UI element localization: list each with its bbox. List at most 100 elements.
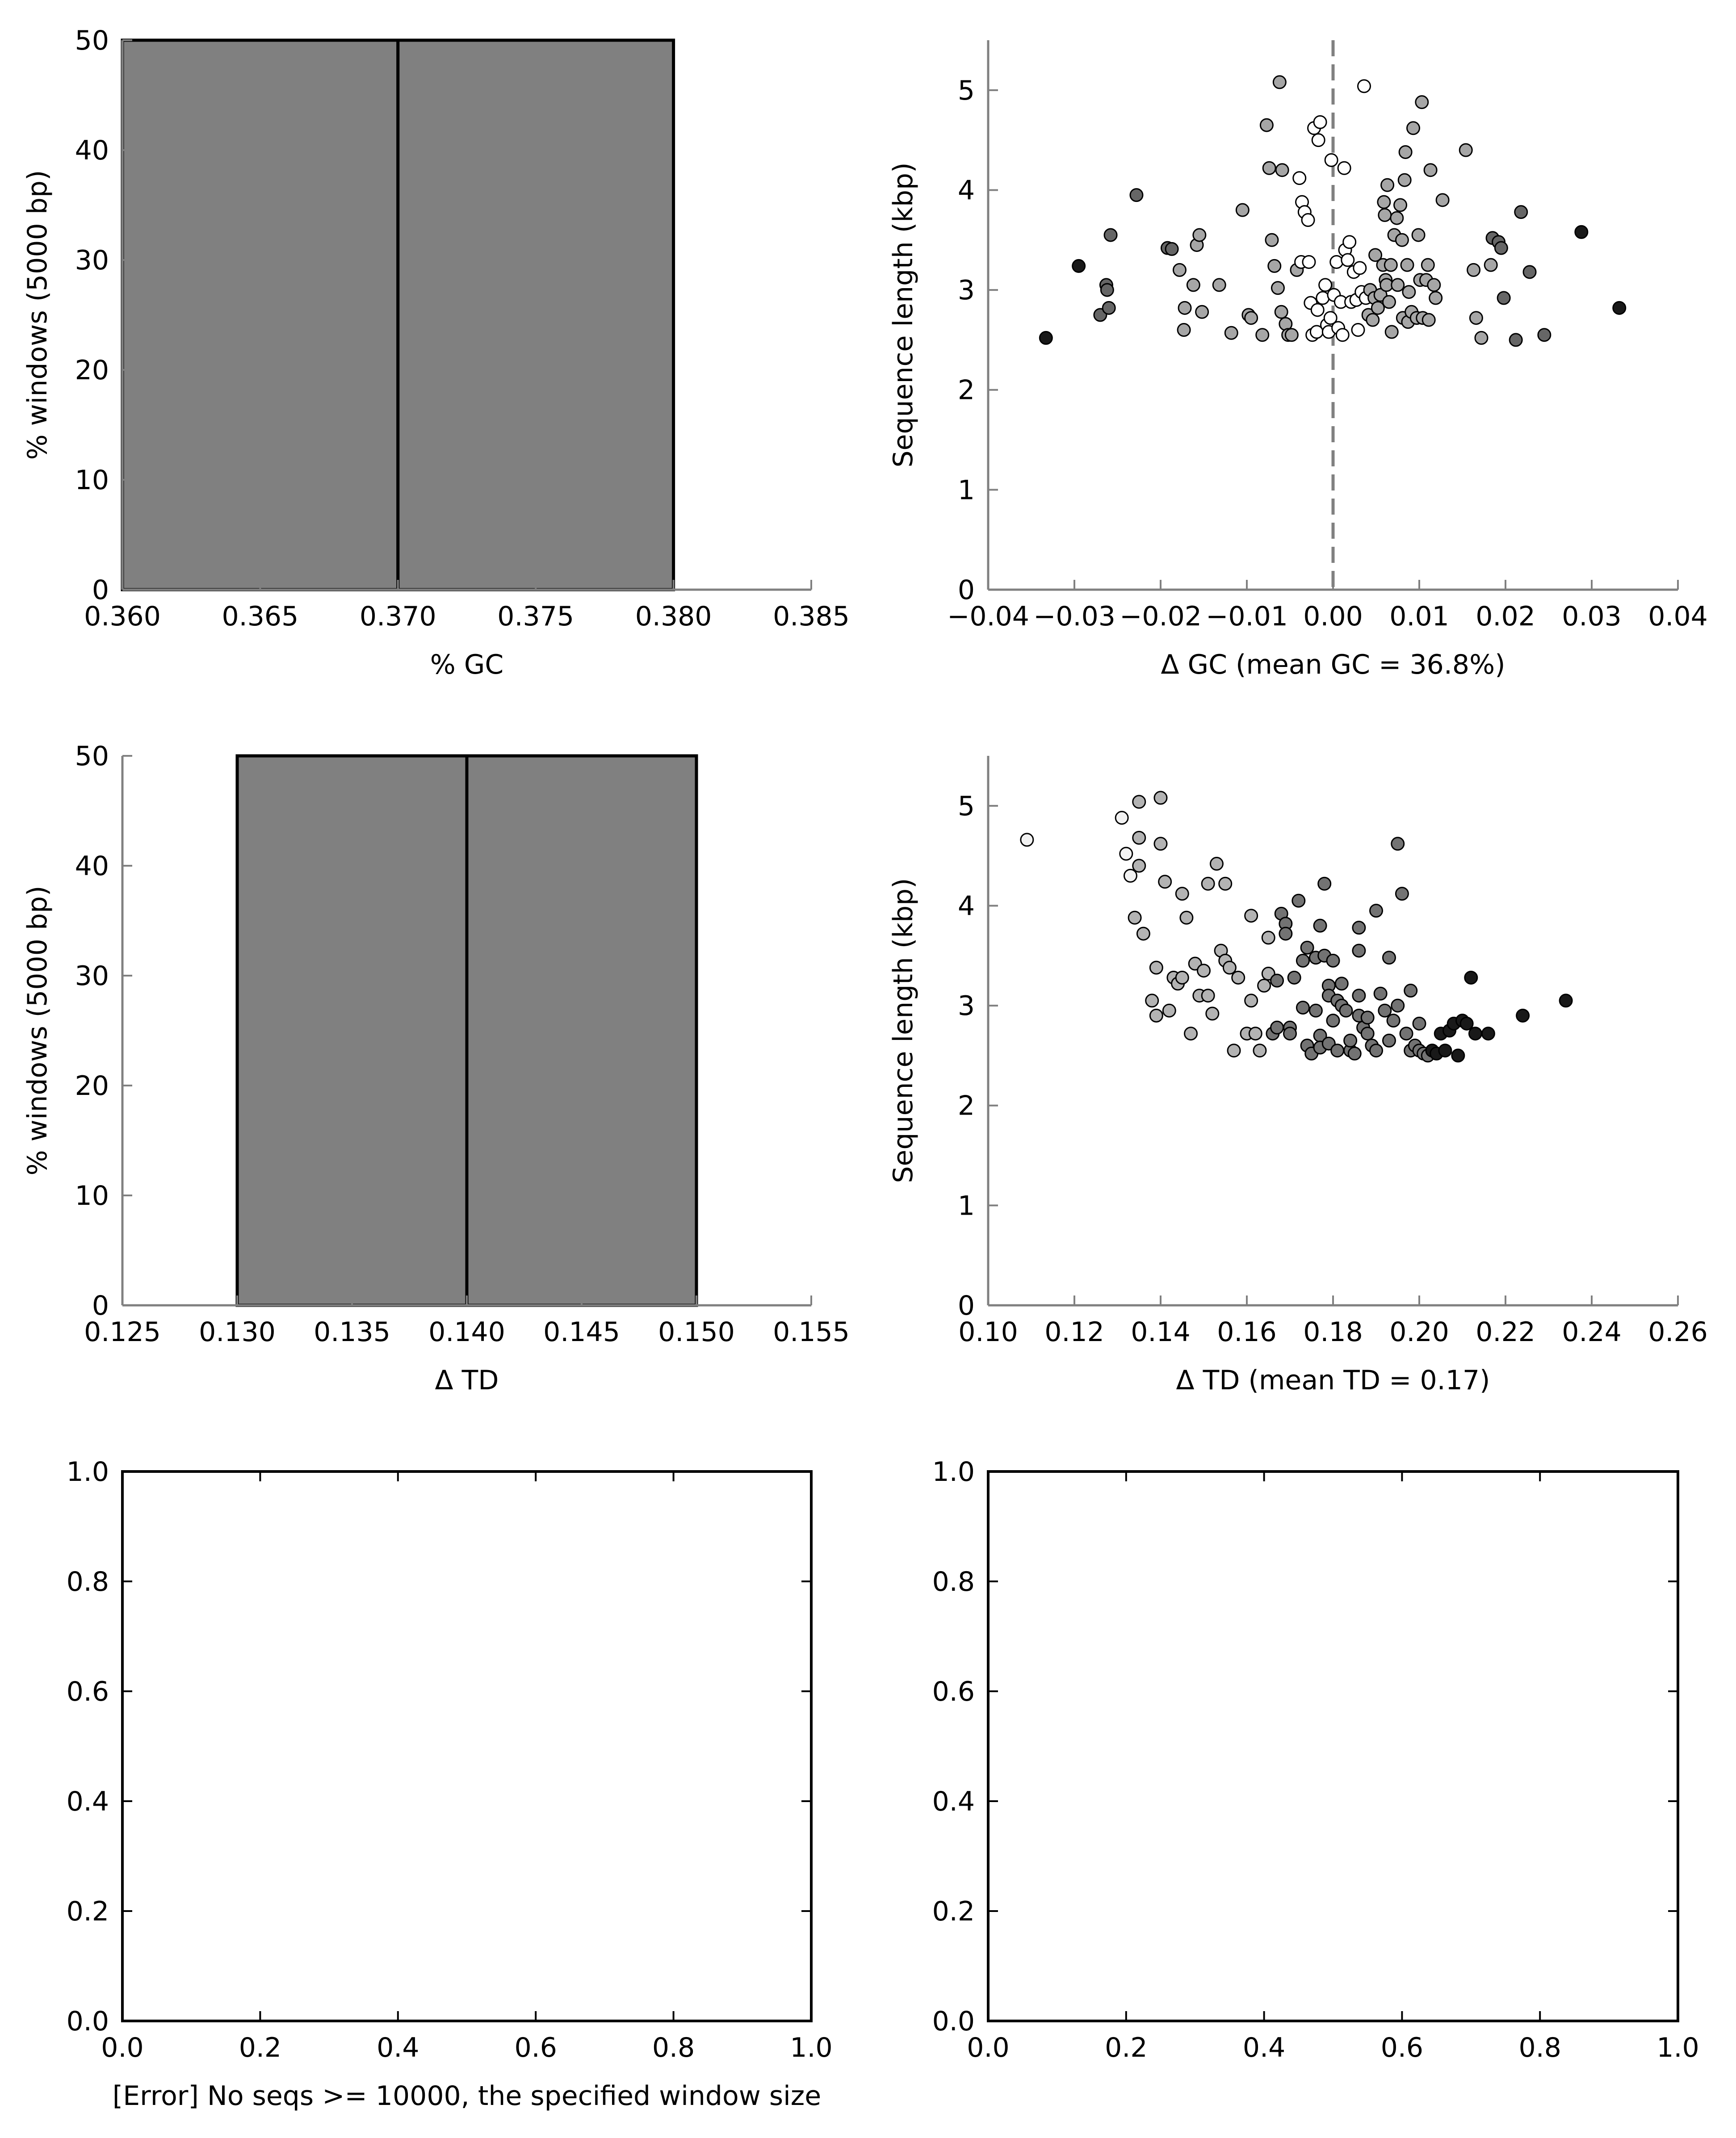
scatter-point	[1339, 1003, 1353, 1018]
x-tick-label: 0.6	[1381, 2032, 1423, 2063]
scatter-point	[1201, 876, 1215, 891]
scatter-point	[1464, 970, 1478, 985]
x-tick-label: 0.10	[958, 1316, 1018, 1348]
y-tick-label: 0.6	[67, 1676, 109, 1707]
chart-gc_scatter: −0.04 −0.03 −0.02 −0.01 0.00 0.01 0.02 0.03 0.04…	[888, 40, 1708, 680]
y-tick-label: 4	[958, 175, 975, 206]
scatter-point	[1323, 311, 1338, 325]
y-tick-label: 0.0	[932, 2006, 975, 2037]
x-tick-label: 0.130	[199, 1316, 276, 1348]
scatter-point	[1115, 811, 1129, 825]
scatter-point	[1398, 145, 1413, 159]
x-axis-label: % GC	[430, 649, 503, 680]
scatter-point	[1411, 228, 1426, 242]
y-tick-label: 0.6	[932, 1676, 975, 1707]
scatter-point	[1145, 994, 1159, 1008]
scatter-point	[1235, 203, 1250, 217]
x-tick-label: 0.135	[314, 1316, 390, 1348]
y-tick-label: 0	[958, 574, 975, 606]
y-tick-label: 0	[92, 1290, 109, 1321]
x-tick-label: 0.2	[239, 2032, 281, 2063]
chart-empty_right: 0.0 0.2 0.4 0.6 0.8 1.0 0.0 0.2 0.4 0.6 0.8 1.0	[932, 1456, 1699, 2063]
scatter-point	[1020, 833, 1034, 847]
x-tick-label: −0.04	[947, 601, 1029, 632]
scatter-point	[1318, 278, 1333, 292]
scatter-point	[1395, 233, 1409, 247]
x-tick-label: 0.370	[360, 601, 436, 632]
scatter-point	[1329, 255, 1344, 269]
scatter-point	[1287, 970, 1301, 985]
scatter-point	[1369, 904, 1383, 918]
scatter-point	[1352, 921, 1366, 935]
scatter-point	[1296, 1001, 1310, 1015]
scatter-point	[1380, 178, 1395, 192]
x-tick-label: 0.125	[84, 1316, 161, 1348]
y-tick-label: 10	[75, 1180, 109, 1212]
x-tick-label: 0.00	[1303, 601, 1363, 632]
y-tick-label: 10	[75, 465, 109, 496]
scatter-point	[1474, 331, 1489, 345]
chart-td_scatter: 0.10 0.12 0.14 0.16 0.18 0.20 0.22 0.24 0.26 0 1 2 3…	[888, 756, 1708, 1396]
x-axis-label: Δ TD (mean TD = 0.17)	[1176, 1365, 1490, 1396]
scatter-point	[1272, 75, 1287, 89]
y-tick-label: 1.0	[932, 1456, 975, 1488]
y-tick-label: 0.8	[932, 1566, 975, 1597]
scatter-point	[1406, 121, 1420, 135]
scatter-point	[1158, 875, 1172, 889]
scatter-point	[1384, 258, 1398, 272]
y-tick-label: 0.0	[67, 2006, 109, 2037]
scatter-point	[1351, 323, 1365, 337]
scatter-point	[1179, 910, 1194, 925]
scatter-point	[1271, 281, 1285, 295]
y-tick-label: 40	[75, 851, 109, 882]
scatter-point	[1353, 261, 1367, 275]
scatter-point	[1227, 1044, 1241, 1058]
scatter-point	[1391, 837, 1405, 851]
scatter-point	[1400, 258, 1414, 272]
scatter-point	[1326, 953, 1340, 968]
scatter-point	[1300, 940, 1314, 955]
x-tick-label: 0.0	[967, 2032, 1009, 2063]
scatter-point	[1382, 951, 1396, 965]
y-tick-label: 5	[958, 791, 975, 822]
scatter-point	[1292, 171, 1307, 185]
scatter-point	[1391, 278, 1405, 292]
scatter-point	[1162, 1003, 1176, 1018]
scatter-point	[1330, 1044, 1345, 1058]
scatter-point	[1390, 211, 1404, 225]
y-tick-label: 1	[958, 474, 975, 506]
scatter-point	[1360, 1010, 1375, 1025]
histogram-bar-1	[465, 754, 698, 1307]
scatter-point	[1165, 242, 1179, 256]
x-tick-label: 0.380	[635, 601, 712, 632]
x-tick-label: 0.360	[84, 601, 161, 632]
scatter-point	[1308, 1003, 1323, 1018]
scatter-point	[1360, 1027, 1375, 1041]
scatter-point	[1422, 313, 1436, 327]
scatter-point	[1347, 1046, 1362, 1061]
scatter-point	[1468, 1027, 1482, 1041]
scatter-point	[1177, 323, 1191, 337]
scatter-point	[1149, 1008, 1163, 1023]
x-tick-label: 0.18	[1303, 1316, 1363, 1348]
scatter-point	[1128, 910, 1142, 925]
scatter-point	[1262, 161, 1276, 175]
x-tick-label: 0.6	[514, 2032, 557, 2063]
scatter-point	[1301, 213, 1315, 227]
scatter-point	[1100, 283, 1114, 297]
x-tick-label: 0.22	[1476, 1316, 1535, 1348]
y-tick-label: 0.2	[67, 1896, 109, 1927]
error-message-label: [Error] No seqs >= 10000, the specified …	[113, 2080, 821, 2112]
scatter-point	[1192, 228, 1207, 242]
x-tick-label: 0.02	[1476, 601, 1535, 632]
scatter-point	[1451, 1048, 1465, 1063]
scatter-point	[1395, 887, 1409, 901]
x-tick-label: 1.0	[790, 2032, 832, 2063]
scatter-point	[1201, 989, 1215, 1003]
y-tick-label: 2	[958, 1090, 975, 1122]
scatter-point	[1102, 301, 1116, 315]
scatter-point	[1341, 253, 1355, 267]
scatter-point	[1244, 994, 1258, 1008]
scatter-point	[1132, 830, 1146, 845]
y-tick-label: 0	[958, 1290, 975, 1321]
